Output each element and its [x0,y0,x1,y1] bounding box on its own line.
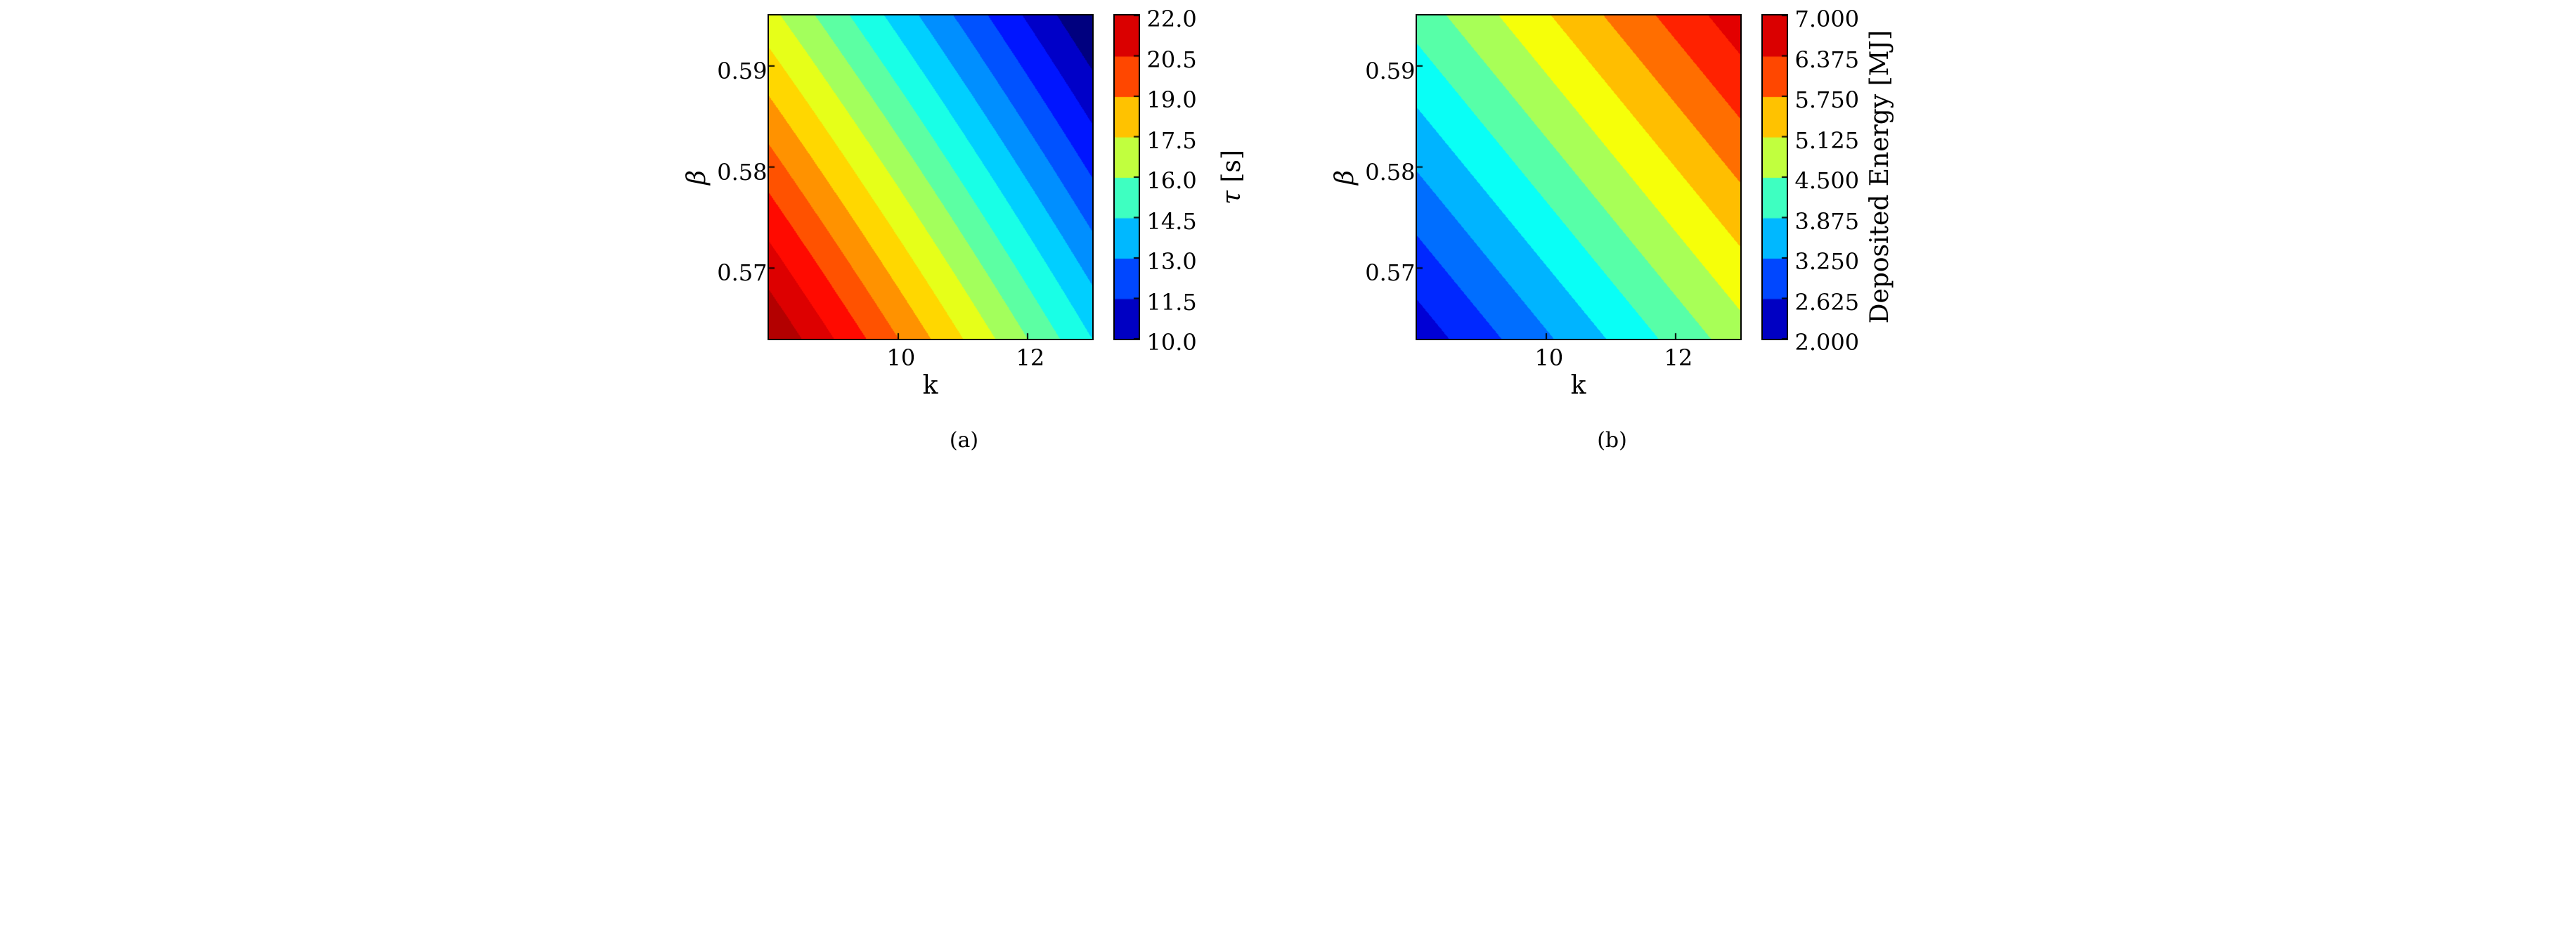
panel-b-caption: (b) [1597,428,1627,453]
colorbar-tick-label: 22.0 [1147,6,1197,32]
figure-row: β 0.57 0.58 0.59 10 12 k 10.0 11.5 13.0 14.5 16… [14,14,2562,453]
colorbar-tick-label: 16.0 [1147,167,1197,194]
ytick-label: 0.59 [717,58,767,84]
panel-b-colorbar-ticks: 2.0002.6253.2503.8754.5005.1255.7506.375… [1795,15,1860,339]
tau-symbol: τ [1217,190,1246,205]
ytick-label: 0.57 [717,259,767,286]
panel-b: β 0.57 0.58 0.59 10 12 k 2.000 2.625 3.250 3.8… [1331,14,1894,453]
panel-b-xticks: 10 12 [1417,344,1740,370]
colorbar-tick-label: 19.0 [1147,86,1197,113]
panel-b-colorbar-label: Deposited Energy [MJ] [1865,30,1894,323]
panel-a-heatmap [768,14,1094,340]
colorbar-tick-label: 10.0 [1147,329,1197,356]
colorbar-tick-label: 5.750 [1795,86,1860,113]
panel-b-yticks: 0.57 0.58 0.59 [1364,15,1416,339]
ytick-label: 0.57 [1365,259,1415,286]
colorbar-tick-label: 6.375 [1795,46,1860,73]
colorbar-tick-label: 7.000 [1795,6,1860,32]
panel-b-colorbar-block: 2.0002.6253.2503.8754.5005.1255.7506.375… [1761,14,1894,340]
xtick-label: 12 [1016,344,1045,371]
panel-b-ylabel: β [1331,170,1359,185]
colorbar-tick-label: 5.125 [1795,127,1860,154]
panel-a-plot-area: β 0.57 0.58 0.59 10 12 k 10.0 11.5 13.0 14.5 16… [682,14,1246,400]
colorbar-tick-label: 2.000 [1795,329,1860,356]
colorbar-tick-label: 3.250 [1795,248,1860,275]
panel-a-ylabel: β [682,170,711,185]
xtick-label: 10 [887,344,916,371]
xtick-label: 10 [1535,344,1564,371]
ytick-label: 0.58 [717,159,767,186]
panel-a-xticks: 10 12 [769,344,1092,370]
colorbar-tick-label: 2.625 [1795,289,1860,316]
xtick-label: 12 [1664,344,1693,371]
panel-a-caption: (a) [950,428,978,453]
colorbar-tick-label: 11.5 [1147,289,1197,316]
panel-a-xlabel: k [769,371,1092,400]
panel-a-colorbar-label: τ [s] [1217,150,1246,205]
colorbar-tick-label: 20.5 [1147,46,1197,73]
colorbar-tick-label: 17.5 [1147,127,1197,154]
panel-a-colorbar-ticks: 10.011.513.014.516.017.519.020.522.0 [1147,15,1212,339]
ytick-label: 0.59 [1365,58,1415,84]
ytick-label: 0.58 [1365,159,1415,186]
panel-b-heatmap [1416,14,1742,340]
panel-b-xlabel: k [1417,371,1740,400]
colorbar-tick-label: 4.500 [1795,167,1860,194]
colorbar-tick-label: 3.875 [1795,208,1860,235]
panel-b-colorbar [1761,14,1788,340]
panel-a-colorbar-block: 10.011.513.014.516.017.519.020.522.0 τ [… [1113,14,1246,340]
panel-b-plot-area: β 0.57 0.58 0.59 10 12 k 2.000 2.625 3.250 3.8… [1331,14,1894,400]
colorbar-tick-label: 14.5 [1147,208,1197,235]
panel-a: β 0.57 0.58 0.59 10 12 k 10.0 11.5 13.0 14.5 16… [682,14,1246,453]
colorbar-tick-label: 13.0 [1147,248,1197,275]
panel-a-colorbar [1113,14,1140,340]
panel-a-yticks: 0.57 0.58 0.59 [716,15,768,339]
